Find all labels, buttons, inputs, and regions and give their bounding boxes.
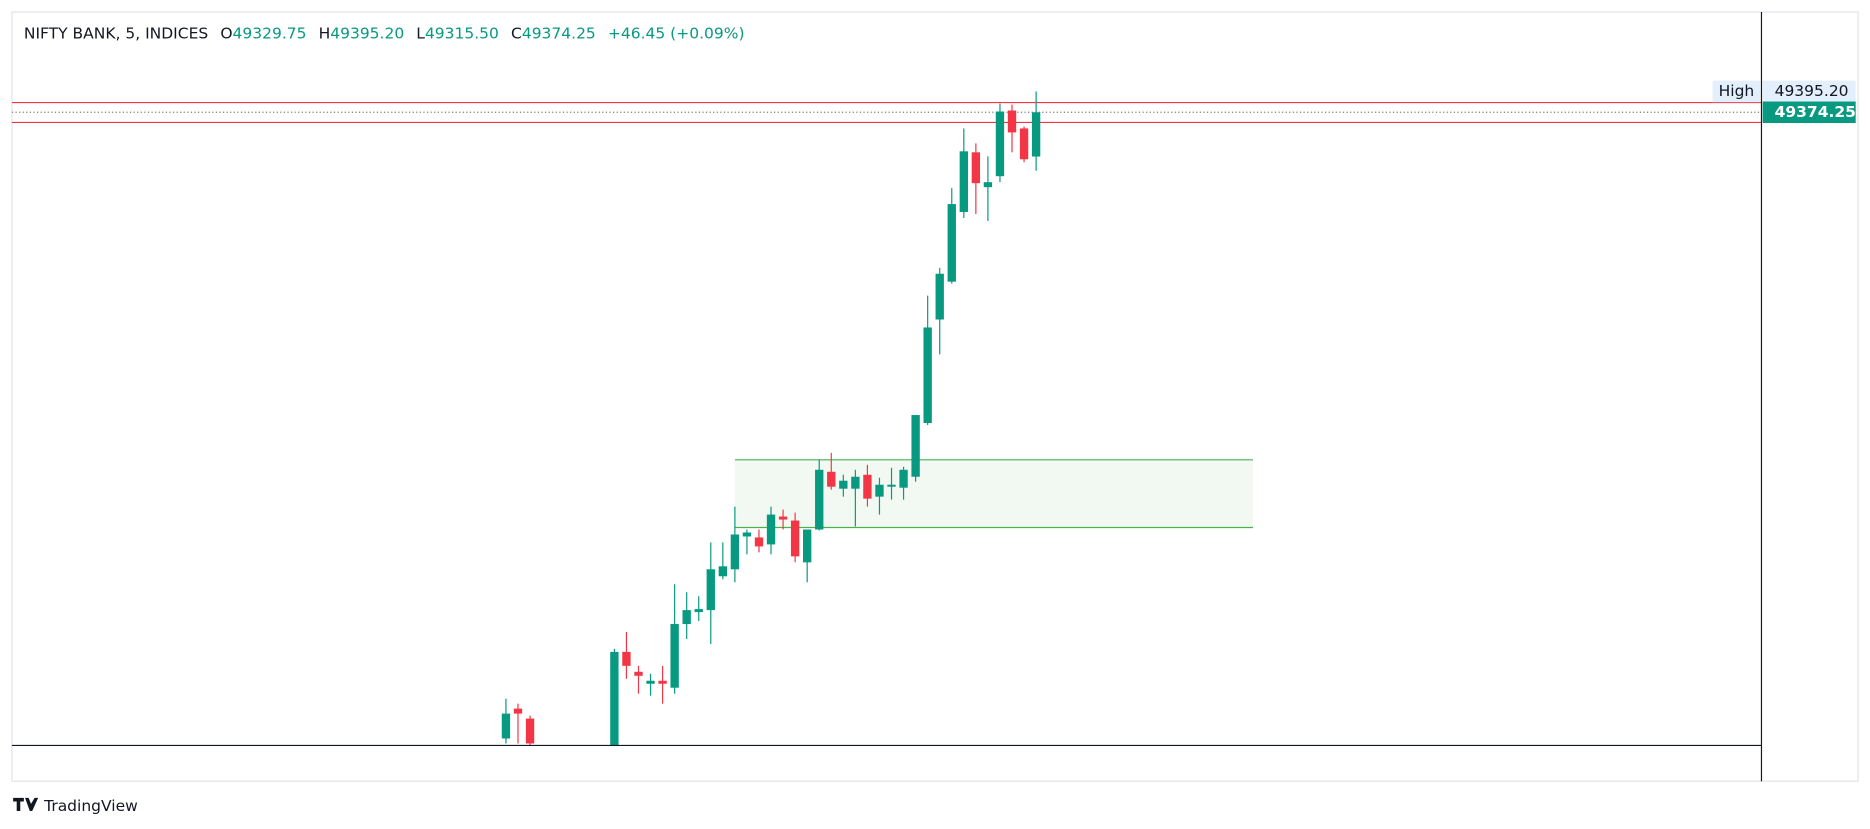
high-tag-value: 49395.20 (1775, 82, 1849, 100)
candle-body (658, 680, 667, 684)
candle-body (1019, 128, 1029, 160)
candle-body (947, 204, 956, 282)
candle-body (754, 537, 764, 547)
candle-body (887, 484, 896, 487)
candle-body (682, 610, 691, 625)
candle-body (851, 476, 860, 489)
candle-body (911, 415, 920, 477)
candle-body (899, 469, 908, 488)
high-tag-box (1712, 80, 1761, 103)
candle-body (525, 718, 535, 744)
legend-value: 49315.50 (425, 24, 499, 42)
candle-body (610, 651, 619, 746)
candle-body (839, 480, 848, 489)
candle-body (863, 474, 872, 499)
candle-body (646, 680, 655, 684)
candle-body (622, 651, 631, 666)
symbol-title: NIFTY BANK, 5, INDICES (24, 24, 208, 42)
candle-body (501, 713, 511, 739)
candle-body (935, 273, 944, 320)
candle-body (766, 514, 776, 545)
legend-key: L (416, 24, 425, 42)
candle-body (971, 152, 981, 184)
legend-value: 49329.75 (233, 24, 307, 42)
last-price-box (1762, 101, 1856, 123)
axes: High 49395.20 49374.25 (1712, 80, 1856, 123)
candle-body (513, 708, 523, 714)
high-tag-value-box (1762, 80, 1856, 103)
legend-key: O (220, 24, 232, 42)
last-price-label: 49374.25 (1775, 103, 1856, 121)
legend-key: H (319, 24, 331, 42)
legend-value: 49374.25 (522, 24, 596, 42)
candle-body (803, 529, 812, 563)
legend-change: +46.45 (+0.09%) (608, 24, 745, 42)
frame (11, 11, 1859, 782)
candle-body (706, 569, 715, 611)
candle-body (694, 609, 703, 613)
candle-body (827, 471, 836, 487)
candle-body (959, 151, 968, 213)
plot-area (11, 91, 1762, 746)
candle-body (742, 532, 752, 537)
brand-text: TradingView (43, 797, 138, 815)
zone (734, 459, 1253, 528)
candle-body (815, 469, 824, 530)
candle-body (778, 516, 788, 520)
candle-body (923, 327, 932, 424)
candle-body (718, 566, 728, 577)
candle-body (875, 484, 884, 497)
legend-header: NIFTY BANK, 5, INDICES O49329.75 H49395.… (24, 24, 745, 42)
legend-value: 49395.20 (330, 24, 404, 42)
high-tag-name: High (1719, 82, 1755, 100)
brand-logo: TradingView (13, 797, 138, 815)
legend-key: C (511, 24, 522, 42)
candle-body (983, 182, 993, 188)
candle-body (1031, 112, 1041, 157)
candle-body (670, 624, 679, 688)
candle-body (634, 671, 643, 676)
logo-icon (13, 797, 39, 812)
candle-body (730, 534, 740, 570)
candle-body (1007, 110, 1017, 133)
candle-body (995, 111, 1005, 177)
candle-body (790, 520, 800, 557)
